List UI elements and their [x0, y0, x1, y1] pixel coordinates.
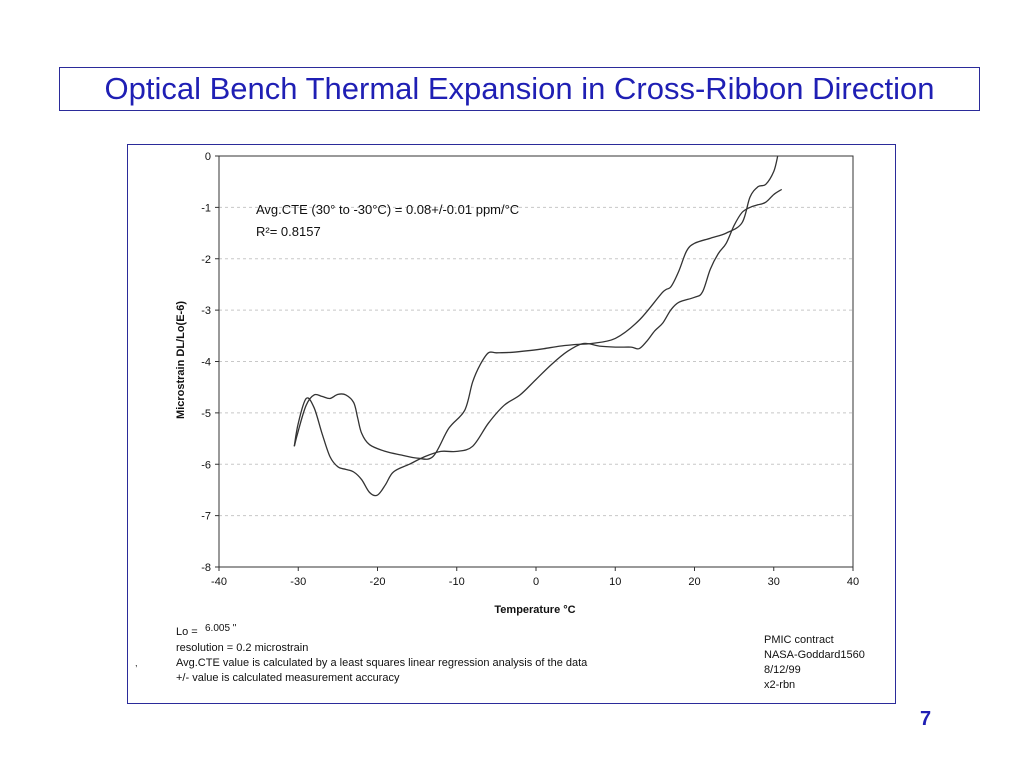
grid-lines	[219, 206, 853, 517]
x-tick-label: 20	[688, 576, 700, 588]
x-axis-title: Temperature °C	[494, 604, 575, 616]
y-tick-label: -3	[201, 305, 211, 317]
cte-note: Avg.CTE value is calculated by a least s…	[176, 657, 588, 669]
plot-area	[218, 155, 854, 568]
x-tick-label: 10	[609, 576, 621, 588]
contract-line-4: x2-rbn	[764, 679, 795, 691]
lo-label: Lo =	[176, 626, 198, 638]
y-tick-label: 0	[205, 151, 211, 163]
x-tick-label: 30	[768, 576, 780, 588]
y-tick-label: -5	[201, 408, 211, 420]
cte-annotation: Avg.CTE (30° to -30°C) = 0.08+/-0.01 ppm…	[256, 202, 519, 217]
r2-annotation: R²= 0.8157	[256, 224, 321, 239]
x-tick-label: -20	[370, 576, 386, 588]
lo-value: 6.005 "	[205, 623, 237, 634]
contract-line-3: 8/12/99	[764, 664, 801, 676]
resolution-note: resolution = 0.2 microstrain	[176, 642, 308, 654]
accuracy-note: +/- value is calculated measurement accu…	[176, 672, 400, 684]
title-box: Optical Bench Thermal Expansion in Cross…	[59, 67, 980, 111]
chart-svg: 0-1-2-3-4-5-6-7-8 -40 -30 -20 -10 0 10 20 30 40 …	[135, 151, 865, 691]
x-tick-label: -40	[211, 576, 227, 588]
y-tick-label: -2	[201, 254, 211, 266]
y-axis-title: Microstrain DL/Lo(E-6)	[175, 301, 187, 419]
y-tick-label: -6	[201, 459, 211, 471]
series-line-1	[293, 155, 779, 460]
x-ticks: -40 -30 -20 -10 0 10 20 30 40	[211, 567, 859, 588]
y-tick-label: -8	[201, 562, 211, 574]
x-tick-label: 40	[847, 576, 859, 588]
y-tick-label: -7	[201, 511, 211, 523]
y-tick-label: -4	[201, 357, 211, 369]
stray-mark: ,	[135, 658, 138, 668]
series-layer	[293, 155, 783, 497]
series-line-2	[293, 188, 783, 497]
slide-title: Optical Bench Thermal Expansion in Cross…	[104, 71, 935, 106]
x-tick-label: 0	[533, 576, 539, 588]
y-tick-label: -1	[201, 202, 211, 214]
y-ticks: 0 -1 -2 -3 -4 -5 -6 -7 -8	[201, 151, 219, 574]
x-tick-label: -10	[449, 576, 465, 588]
slide-number: 7	[920, 708, 932, 730]
figure-frame: 0 -1 -2 -3 -4 -5 -6 -7 -8 -40 -30 -20 -10 0 10 20 30 40 …	[127, 144, 896, 704]
contract-line-2: NASA-Goddard1560	[764, 649, 865, 661]
contract-line-1: PMIC contract	[764, 634, 834, 646]
x-tick-label: -30	[290, 576, 306, 588]
